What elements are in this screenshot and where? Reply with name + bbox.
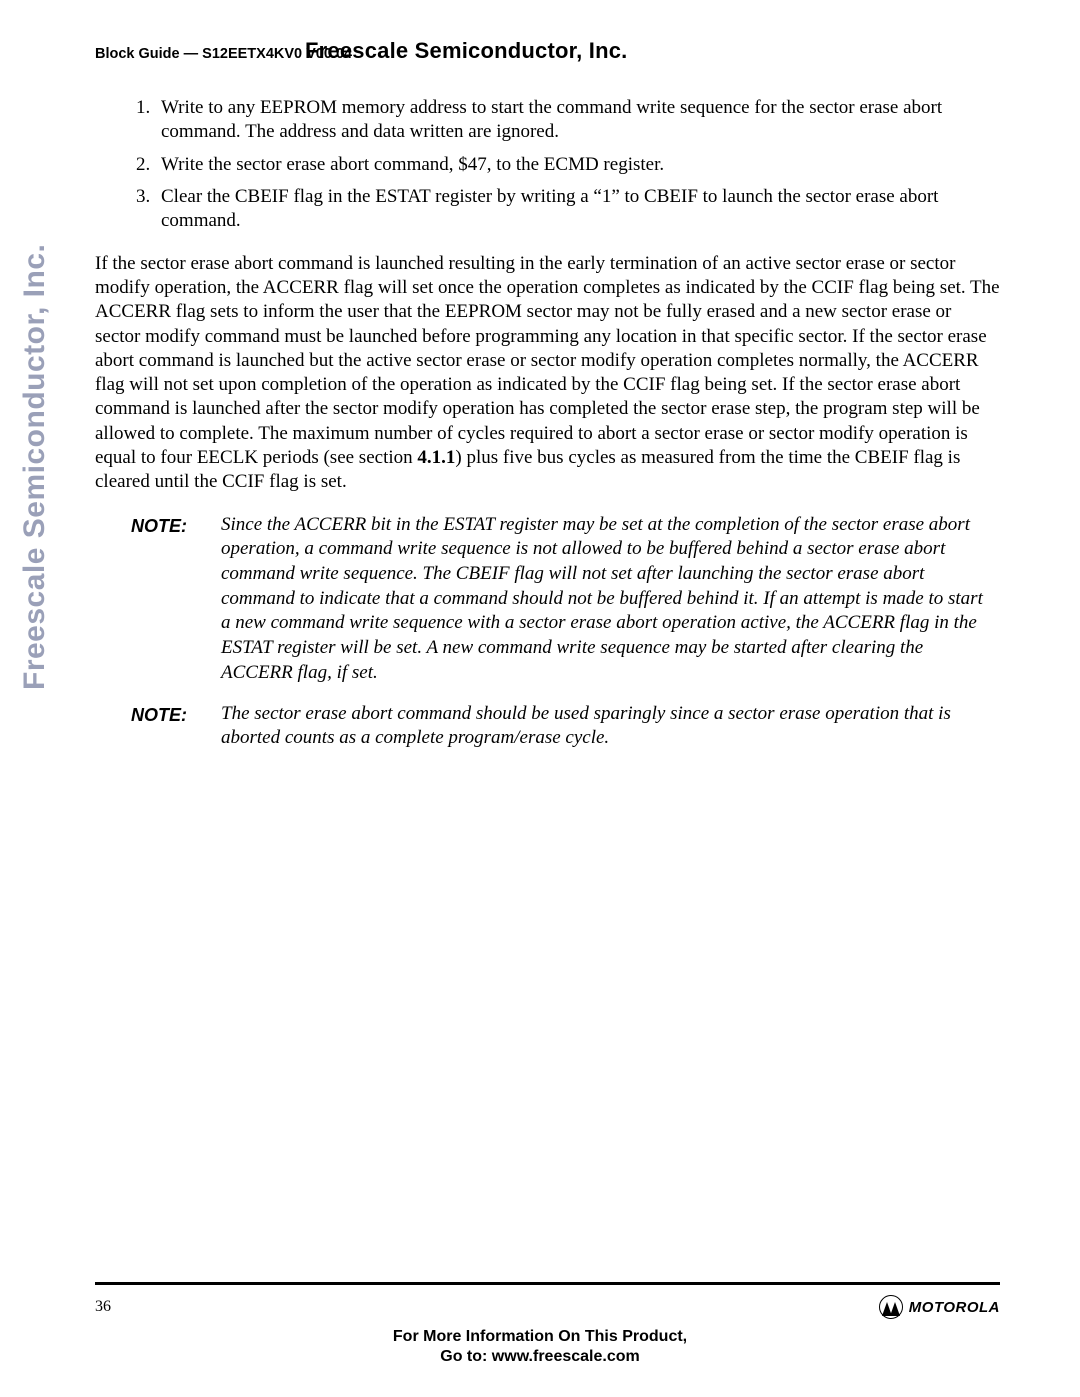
- footer-line: For More Information On This Product,: [0, 1327, 1080, 1347]
- motorola-text: MOTOROLA: [909, 1299, 1000, 1316]
- step-item: Write the sector erase abort command, $4…: [155, 153, 1000, 177]
- footer-row: 36 MOTOROLA: [95, 1295, 1000, 1319]
- steps-list: Write to any EEPROM memory address to st…: [95, 96, 1000, 234]
- page-header: Block Guide — S12EETX4KV0 V00.04 Freesca…: [95, 36, 1000, 66]
- step-item: Write to any EEPROM memory address to st…: [155, 96, 1000, 145]
- note-label: NOTE:: [131, 513, 221, 686]
- footer-line: Go to: www.freescale.com: [0, 1347, 1080, 1367]
- note-block: NOTE: The sector erase abort command sho…: [131, 702, 1000, 751]
- motorola-brand: MOTOROLA: [879, 1295, 1000, 1319]
- page-content: Write to any EEPROM memory address to st…: [95, 96, 1000, 751]
- side-watermark: Freescale Semiconductor, Inc.: [18, 244, 52, 690]
- note-block: NOTE: Since the ACCERR bit in the ESTAT …: [131, 513, 1000, 686]
- footer-info: For More Information On This Product, Go…: [0, 1327, 1080, 1367]
- section-reference: 4.1.1: [417, 447, 455, 468]
- note-text: Since the ACCERR bit in the ESTAT regist…: [221, 513, 1000, 686]
- document-page: Block Guide — S12EETX4KV0 V00.04 Freesca…: [0, 0, 1080, 1397]
- motorola-logo-icon: [879, 1295, 903, 1319]
- body-paragraph: If the sector erase abort command is lau…: [95, 252, 1000, 495]
- footer-divider: [95, 1282, 1000, 1285]
- note-text: The sector erase abort command should be…: [221, 702, 1000, 751]
- step-item: Clear the CBEIF flag in the ESTAT regist…: [155, 185, 1000, 234]
- paragraph-text: If the sector erase abort command is lau…: [95, 253, 1000, 469]
- note-label: NOTE:: [131, 702, 221, 751]
- company-header: Freescale Semiconductor, Inc.: [305, 38, 627, 64]
- page-number: 36: [95, 1298, 111, 1316]
